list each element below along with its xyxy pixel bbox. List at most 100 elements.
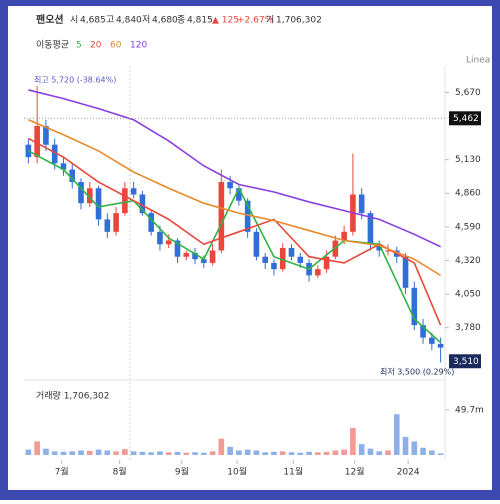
marker-label: 5,462 <box>453 114 479 124</box>
y-tick-label: 4,860 <box>455 189 481 199</box>
high-label: 고 <box>106 16 114 26</box>
candle-body <box>429 337 435 344</box>
candle-body <box>271 262 277 270</box>
volume-value: 1,706,302 <box>276 16 322 26</box>
candle-body <box>227 182 233 189</box>
volume-bar <box>60 451 67 455</box>
volume-bar <box>51 451 58 455</box>
y-tick-label: 4,590 <box>455 222 481 232</box>
moving-average <box>28 119 442 277</box>
volume-bar <box>385 450 391 455</box>
x-tick-label: 12월 <box>345 466 365 478</box>
open-label: 시 <box>70 15 78 26</box>
candle-body <box>139 194 146 214</box>
x-tick-label: 9월 <box>175 466 189 478</box>
candle-body <box>209 250 216 263</box>
marker-badge <box>449 111 481 126</box>
volume-bar <box>78 450 84 455</box>
candle-body <box>113 213 119 232</box>
volume-bar <box>429 450 435 455</box>
candle-body <box>43 126 49 145</box>
volume-bar <box>262 452 269 455</box>
candle-body <box>122 188 128 214</box>
volume-bar <box>420 447 426 455</box>
volume-bar <box>332 450 339 455</box>
x-tick-label: 7월 <box>55 466 69 478</box>
candle-body <box>420 325 426 338</box>
candle-body <box>200 259 207 263</box>
last-price-badge <box>449 354 481 369</box>
candle-body <box>78 182 84 204</box>
candle-body <box>95 188 102 220</box>
candle-body <box>297 256 304 263</box>
moving-average <box>28 89 441 248</box>
y-tick-label: 5,130 <box>455 155 481 165</box>
volume-bar <box>174 451 181 455</box>
candle-body <box>69 169 76 183</box>
volume-bar <box>139 451 146 455</box>
volume-bar <box>306 451 312 455</box>
y-tick-label: 4,320 <box>455 256 481 266</box>
volume-bar <box>113 451 119 455</box>
candle-body <box>104 219 111 232</box>
y-tick-label: 3,780 <box>455 323 481 333</box>
low-label: 저 <box>142 15 150 26</box>
candle-body <box>174 240 181 257</box>
legend-entry: 120 <box>130 41 147 51</box>
volume-bar <box>297 452 304 455</box>
legend-title: 이동평균 <box>36 40 69 51</box>
candle-body <box>51 144 58 164</box>
volume-bar <box>192 452 198 455</box>
candle-body <box>183 252 190 257</box>
stock-name: 팬오션 <box>36 13 64 26</box>
volume-bar <box>367 448 374 455</box>
candle-body <box>253 231 260 257</box>
panel <box>8 6 492 490</box>
volume-bar <box>236 450 242 455</box>
volume-bar <box>244 449 251 455</box>
low-value: 4,680 <box>152 16 178 26</box>
low-annotation: 최저 3,500 (0.29%) <box>380 367 454 377</box>
high-value: 4,840 <box>116 16 142 26</box>
volume-bar <box>130 451 137 455</box>
volume-bar <box>323 451 330 455</box>
volume-bar <box>157 451 163 455</box>
close-label: 종 <box>177 15 185 26</box>
last-price-label: 3,510 <box>453 357 479 367</box>
volume-bar <box>411 441 418 455</box>
volume-bar <box>271 451 277 455</box>
high-annotation: 최고 5,720 (-38.64%) <box>34 75 116 85</box>
volume-tick-label: 49.7m <box>455 406 484 416</box>
change: ▲ 125 <box>212 16 239 26</box>
candle-body <box>358 194 365 214</box>
volume-bar <box>218 438 225 455</box>
candle-body <box>279 247 286 270</box>
volume-bar <box>376 451 383 455</box>
volume-bar <box>341 449 347 455</box>
volume-bar <box>183 452 190 455</box>
volume-bar <box>279 451 286 455</box>
volume-bar <box>43 448 49 455</box>
candle-body <box>288 247 295 257</box>
x-tick-label: 11월 <box>283 466 303 478</box>
candle-body <box>148 213 154 232</box>
candle-body <box>315 269 321 276</box>
legend-entry: 5 <box>76 41 82 51</box>
volume-bar <box>315 452 321 455</box>
volume-bar <box>437 453 444 455</box>
legend-entry: 20 <box>90 41 102 51</box>
x-tick-label: 8월 <box>113 466 127 478</box>
volume-bar <box>86 450 93 455</box>
candle-body <box>411 287 418 326</box>
candle-body <box>244 200 251 232</box>
x-tick-label: 2024 <box>397 468 420 478</box>
close-value: 4,815 <box>187 16 213 26</box>
volume-bar <box>122 449 128 455</box>
volume-bar <box>95 449 102 455</box>
candle-body <box>262 256 269 263</box>
candle-body <box>341 231 347 241</box>
candle-body <box>367 213 374 245</box>
open-value: 4,685 <box>80 16 106 26</box>
candle-body <box>376 244 383 251</box>
candle-body <box>323 256 330 270</box>
